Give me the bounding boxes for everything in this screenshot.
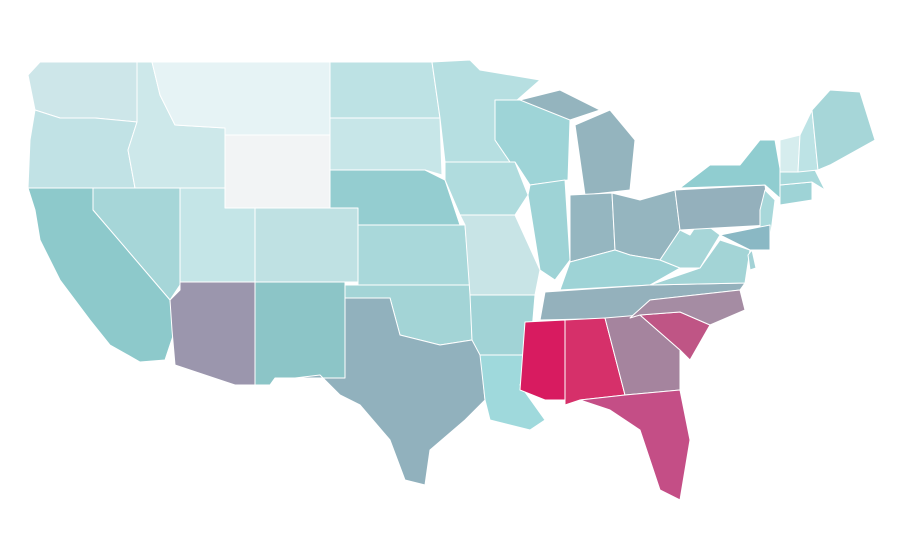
state-region bbox=[224, 134, 331, 209]
state-region bbox=[329, 61, 441, 119]
state-region bbox=[519, 89, 636, 196]
state-region bbox=[329, 117, 443, 176]
state-region bbox=[27, 109, 138, 189]
state-region bbox=[747, 249, 757, 271]
state-region bbox=[579, 389, 691, 501]
state-region bbox=[254, 281, 346, 386]
state-region bbox=[294, 297, 486, 486]
state-region bbox=[629, 289, 746, 326]
state-region bbox=[519, 319, 566, 401]
state-region bbox=[169, 281, 256, 386]
state-region bbox=[719, 224, 771, 251]
state-region bbox=[811, 89, 876, 171]
state-region bbox=[679, 139, 783, 201]
state-region bbox=[27, 187, 176, 363]
state-region bbox=[779, 134, 801, 173]
state-region bbox=[151, 61, 331, 136]
state-region bbox=[674, 184, 771, 231]
state-region bbox=[527, 179, 571, 281]
state-region bbox=[444, 161, 529, 216]
state-region bbox=[459, 214, 541, 296]
state-region bbox=[357, 224, 471, 286]
state-region bbox=[779, 181, 813, 206]
state-region bbox=[254, 207, 359, 283]
state-region bbox=[649, 239, 751, 286]
